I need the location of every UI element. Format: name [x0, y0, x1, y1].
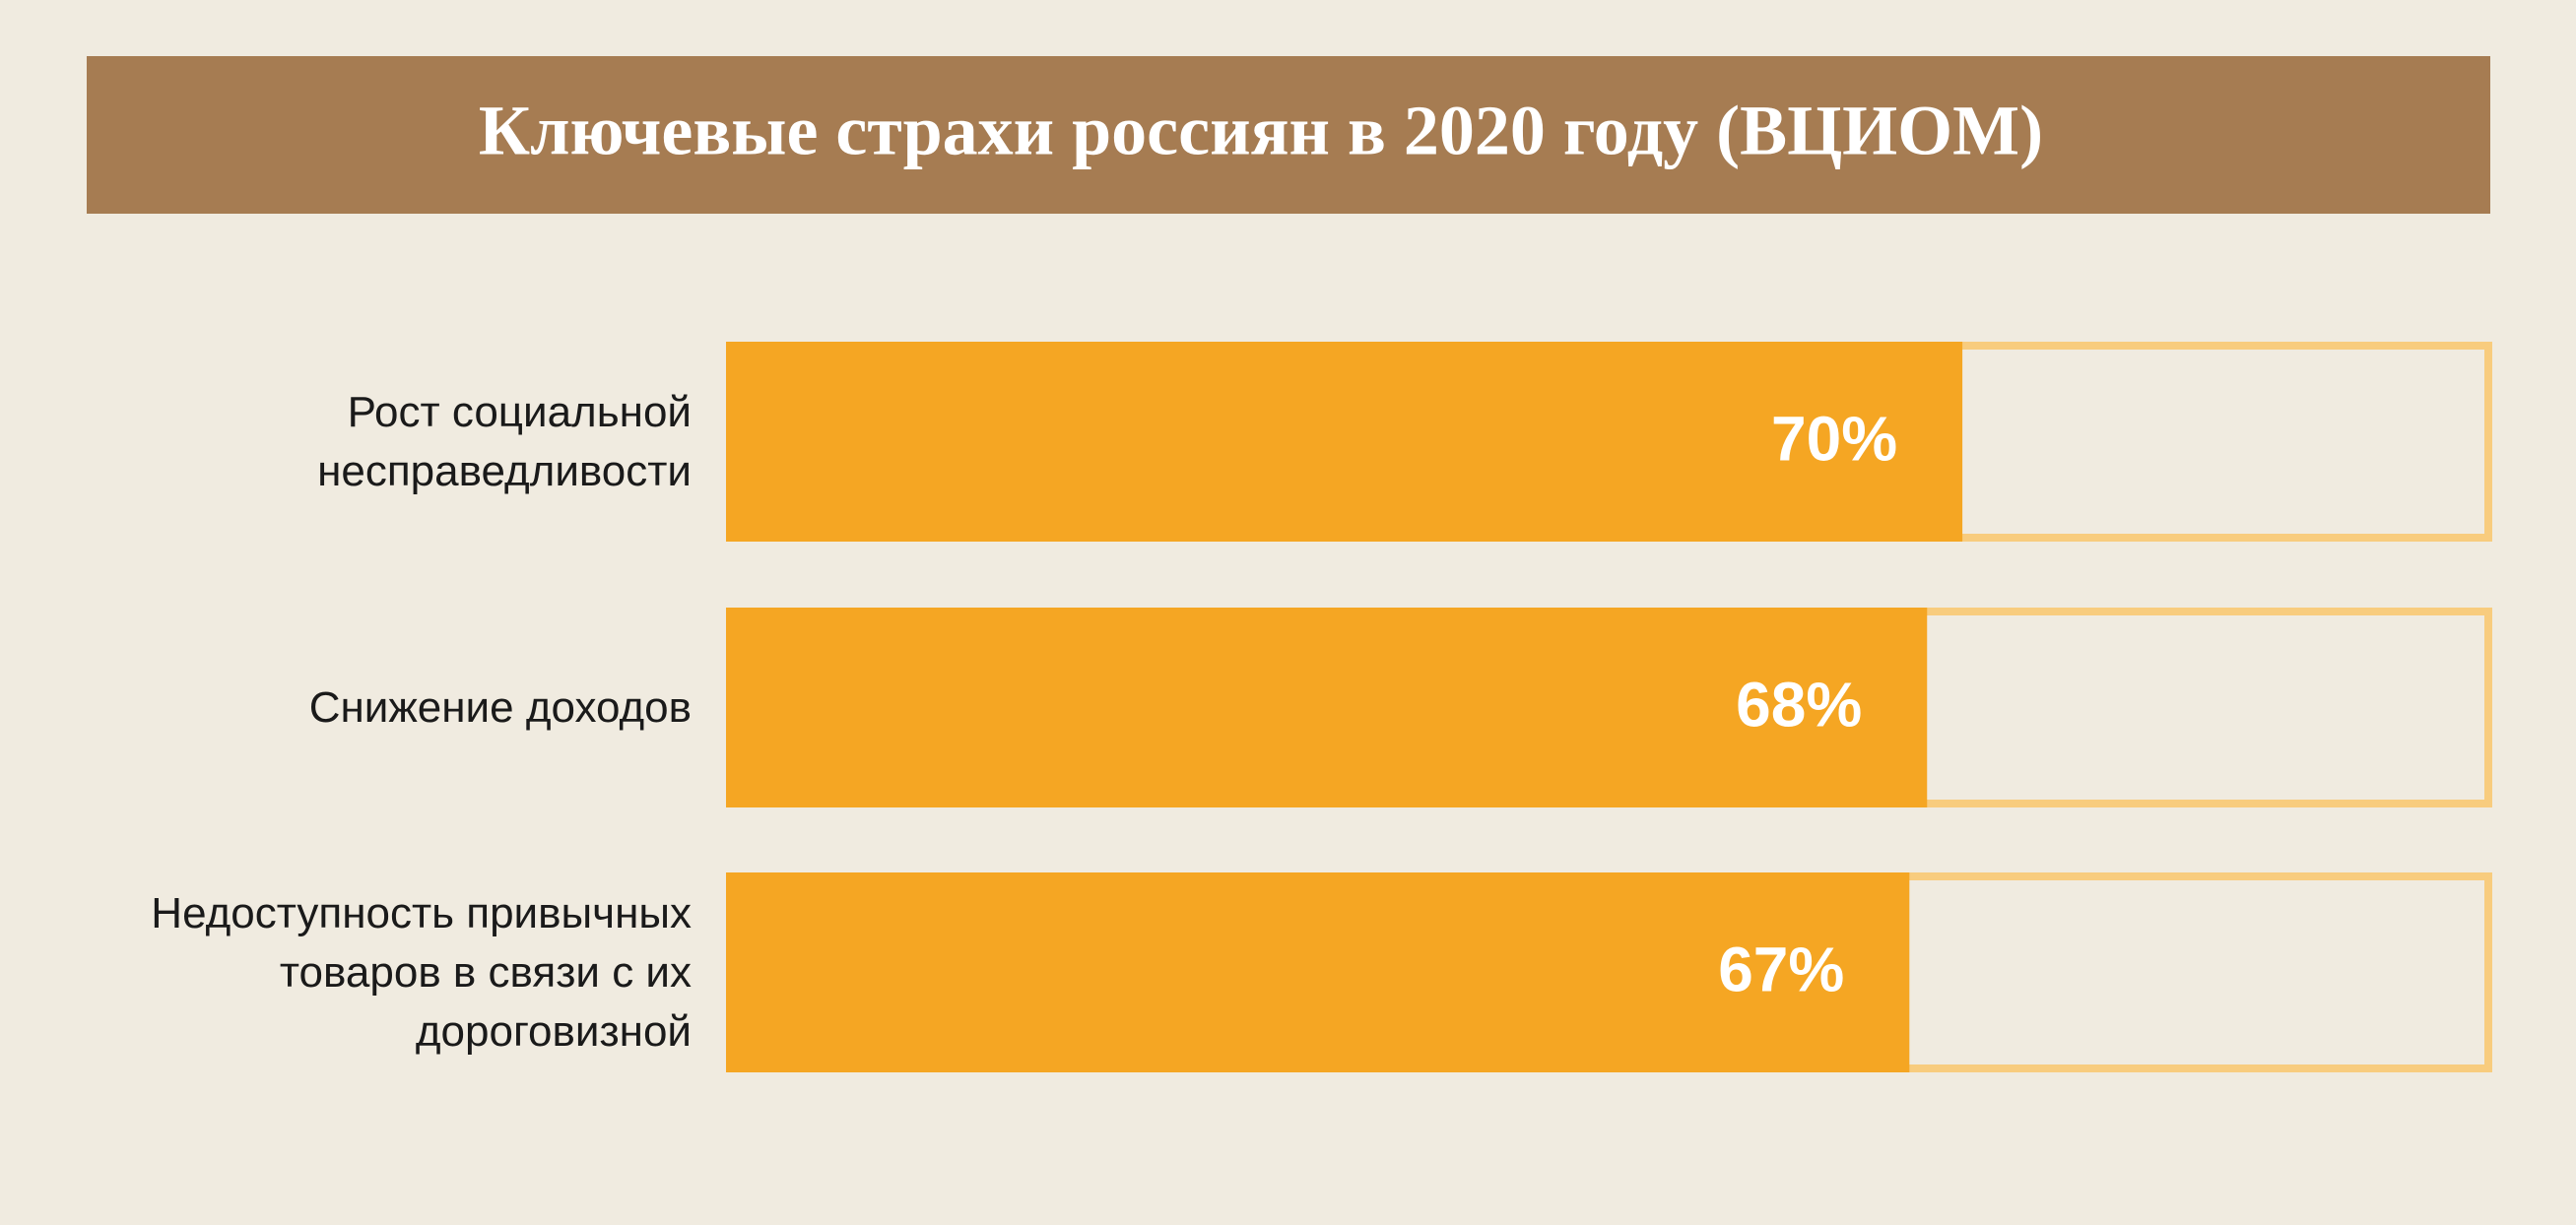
title-banner — [87, 56, 2490, 214]
chart-title: Ключевые страхи россиян в 2020 году (ВЦИ… — [479, 92, 2043, 170]
value-label: 68% — [1736, 669, 1862, 740]
category-label: Недоступность привычных товаров в связи … — [151, 888, 692, 1056]
value-label: 67% — [1718, 934, 1844, 1004]
category-label: Снижение доходов — [308, 682, 692, 732]
category-label: Рост социальной несправедливости — [317, 387, 692, 495]
bar — [726, 342, 1963, 542]
bar — [726, 872, 1910, 1072]
value-label: 70% — [1771, 403, 1897, 474]
bar — [726, 608, 1928, 807]
